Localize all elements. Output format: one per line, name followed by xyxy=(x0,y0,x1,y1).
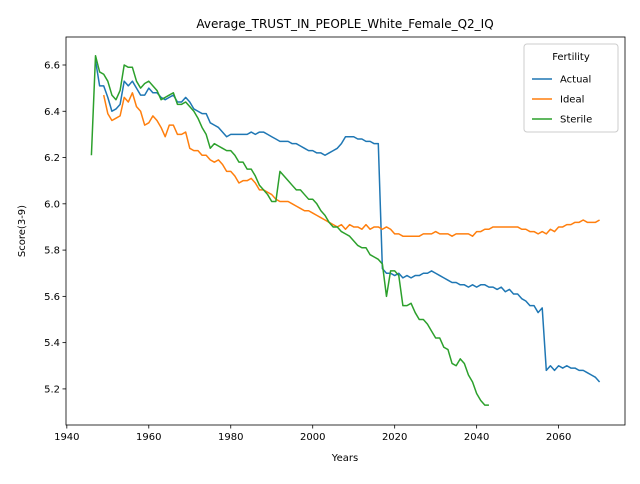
legend-title: Fertility xyxy=(552,52,590,63)
x-tick-label: 2020 xyxy=(382,432,407,443)
x-tick-label: 1960 xyxy=(136,432,161,443)
x-tick-label: 2060 xyxy=(546,432,571,443)
y-tick-label: 6.0 xyxy=(44,199,60,210)
x-tick-label: 1940 xyxy=(54,432,79,443)
y-tick-label: 5.2 xyxy=(44,384,60,395)
y-tick-label: 6.2 xyxy=(44,153,60,164)
line-series xyxy=(94,60,601,383)
x-tick-label: 1980 xyxy=(218,432,243,443)
x-axis-label: Years xyxy=(331,453,358,464)
y-tick-label: 6.4 xyxy=(44,107,60,118)
y-axis-label: Score(3-9) xyxy=(17,205,28,257)
axes-frame xyxy=(65,36,626,426)
legend-label: Sterile xyxy=(560,115,592,126)
x-tick-label: 2040 xyxy=(464,432,489,443)
y-tick-label: 5.8 xyxy=(44,246,60,257)
legend-label: Ideal xyxy=(560,95,584,106)
legend-label: Actual xyxy=(560,75,591,86)
line-series xyxy=(102,92,600,237)
chart-title: Average_TRUST_IN_PEOPLE_White_Female_Q2_… xyxy=(196,17,493,31)
y-tick-label: 5.4 xyxy=(44,338,60,349)
y-tick-label: 5.6 xyxy=(44,292,60,303)
x-tick-label: 2000 xyxy=(300,432,325,443)
line-series xyxy=(90,54,489,406)
legend-box xyxy=(523,43,619,133)
y-tick-label: 6.6 xyxy=(44,60,60,71)
